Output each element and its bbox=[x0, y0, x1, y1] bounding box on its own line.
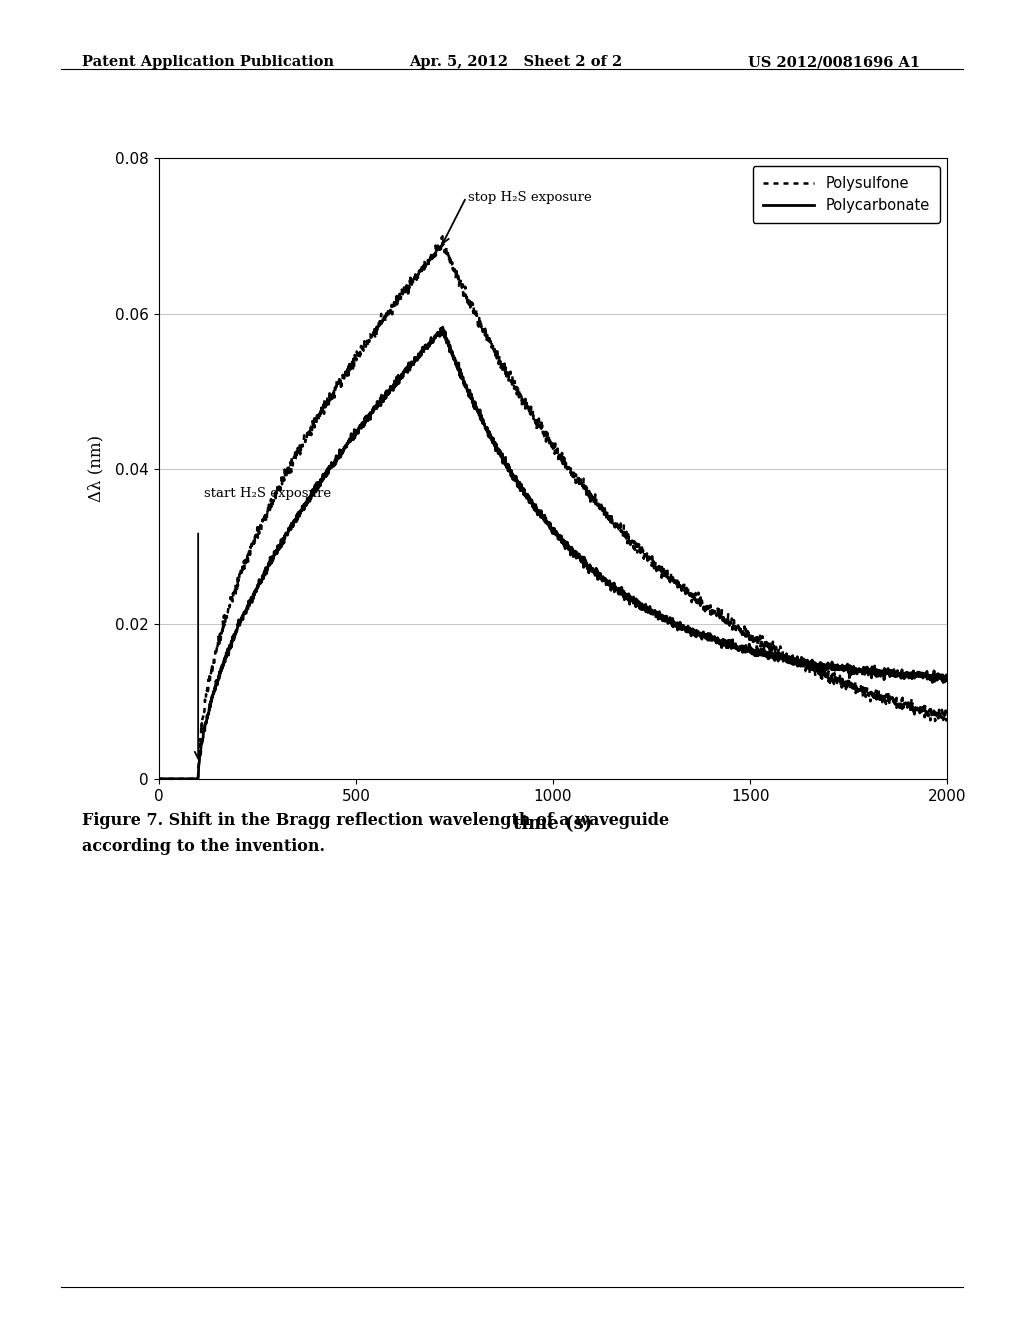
Text: according to the invention.: according to the invention. bbox=[82, 838, 325, 855]
Polysulfone bbox=[153, 771, 165, 787]
Text: start H₂S exposure: start H₂S exposure bbox=[204, 487, 331, 500]
Polycarbonate bbox=[841, 661, 853, 677]
Polysulfone bbox=[926, 702, 938, 718]
Legend: Polysulfone, Polycarbonate: Polysulfone, Polycarbonate bbox=[753, 166, 940, 223]
Text: stop H₂S exposure: stop H₂S exposure bbox=[468, 190, 592, 203]
X-axis label: time (s): time (s) bbox=[513, 814, 593, 833]
Polycarbonate bbox=[153, 771, 165, 787]
Line: Polycarbonate: Polycarbonate bbox=[159, 327, 947, 779]
Polysulfone bbox=[290, 451, 302, 467]
Text: Patent Application Publication: Patent Application Publication bbox=[82, 55, 334, 70]
Polycarbonate bbox=[941, 673, 953, 689]
Polycarbonate bbox=[436, 319, 449, 335]
Polycarbonate bbox=[243, 593, 255, 609]
Line: Polysulfone: Polysulfone bbox=[159, 236, 947, 779]
Y-axis label: Δλ (nm): Δλ (nm) bbox=[87, 436, 104, 502]
Polycarbonate bbox=[926, 672, 938, 688]
Polysulfone bbox=[841, 678, 853, 694]
Polysulfone bbox=[456, 275, 468, 290]
Text: Figure 7. Shift in the Bragg reflection wavelength of a waveguide: Figure 7. Shift in the Bragg reflection … bbox=[82, 812, 669, 829]
Polysulfone bbox=[243, 546, 255, 562]
Text: Apr. 5, 2012   Sheet 2 of 2: Apr. 5, 2012 Sheet 2 of 2 bbox=[410, 55, 623, 70]
Polycarbonate bbox=[456, 366, 468, 381]
Text: US 2012/0081696 A1: US 2012/0081696 A1 bbox=[748, 55, 920, 70]
Polycarbonate bbox=[489, 442, 502, 458]
Polysulfone bbox=[941, 710, 953, 726]
Polycarbonate bbox=[290, 513, 302, 529]
Polysulfone bbox=[436, 228, 449, 244]
Polysulfone bbox=[489, 350, 502, 366]
